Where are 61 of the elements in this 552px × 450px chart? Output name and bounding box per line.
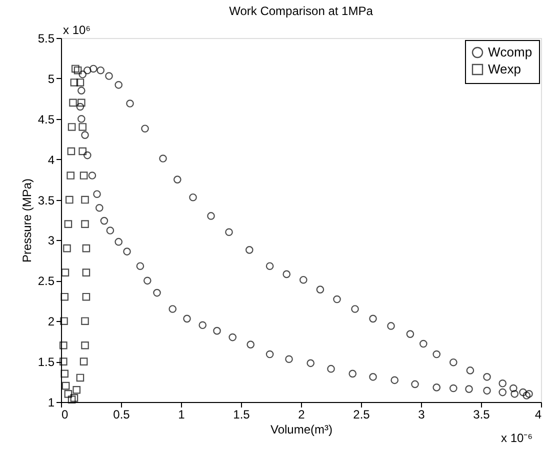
point	[72, 386, 81, 394]
point	[65, 196, 74, 204]
chart-title: Work Comparison at 1MPa	[229, 4, 374, 18]
point	[76, 78, 84, 86]
point	[78, 147, 87, 156]
point	[64, 220, 72, 228]
x-tick-label: 0.5	[113, 408, 130, 422]
point	[76, 374, 84, 382]
point	[74, 66, 82, 74]
point	[70, 78, 78, 86]
point	[81, 196, 89, 204]
legend-label: Wcomp	[488, 44, 532, 60]
x-tick-label: 1.5	[233, 408, 250, 422]
y-tick-label: 4.5	[38, 112, 55, 126]
point	[71, 64, 80, 73]
y-axis-title: Pressure (MPa)	[20, 178, 34, 263]
x-tick-label: 3.5	[473, 408, 490, 422]
y-tick-label: 5.5	[38, 32, 55, 46]
point	[59, 341, 68, 350]
x-tick-label: 0	[62, 408, 68, 422]
point	[77, 98, 86, 107]
point	[60, 370, 69, 378]
x-tick-label: 3	[418, 408, 426, 422]
y-tick-label: 2	[48, 314, 55, 329]
point	[78, 123, 87, 131]
y-tick-label: 1	[48, 396, 55, 410]
x-tick-label: 1	[178, 408, 186, 422]
point	[81, 341, 89, 350]
y-tick-label: 4	[48, 152, 55, 167]
point	[64, 390, 72, 398]
point	[81, 317, 89, 326]
point	[82, 244, 90, 252]
x-axis-title: Volume(m³)	[270, 422, 333, 436]
point	[60, 292, 69, 301]
text: x 10⁶	[63, 23, 91, 37]
point	[81, 220, 89, 228]
text: x 10⁻⁶	[501, 431, 533, 445]
point	[68, 396, 76, 404]
point	[70, 394, 78, 402]
x-tick-label: 2.5	[353, 408, 370, 422]
y-tick-label: 3.5	[38, 193, 55, 208]
y-tick-label: 3	[48, 234, 55, 248]
point	[62, 382, 70, 390]
point	[82, 268, 90, 276]
point	[69, 98, 77, 107]
x-tick-label: 2	[298, 408, 306, 422]
point	[66, 172, 75, 180]
point	[68, 123, 76, 131]
legend-label: Wexp	[488, 62, 521, 76]
point	[59, 358, 68, 366]
point	[82, 292, 90, 301]
point	[67, 147, 76, 156]
point	[80, 172, 88, 180]
point	[61, 268, 70, 276]
point	[60, 317, 68, 326]
x-tick-label: 4	[534, 408, 542, 422]
y-tick-label: 1.5	[38, 355, 55, 370]
point	[63, 244, 71, 252]
point	[80, 358, 88, 366]
y-tick-label: 5	[48, 72, 55, 86]
y-tick-label: 2.5	[38, 274, 55, 288]
